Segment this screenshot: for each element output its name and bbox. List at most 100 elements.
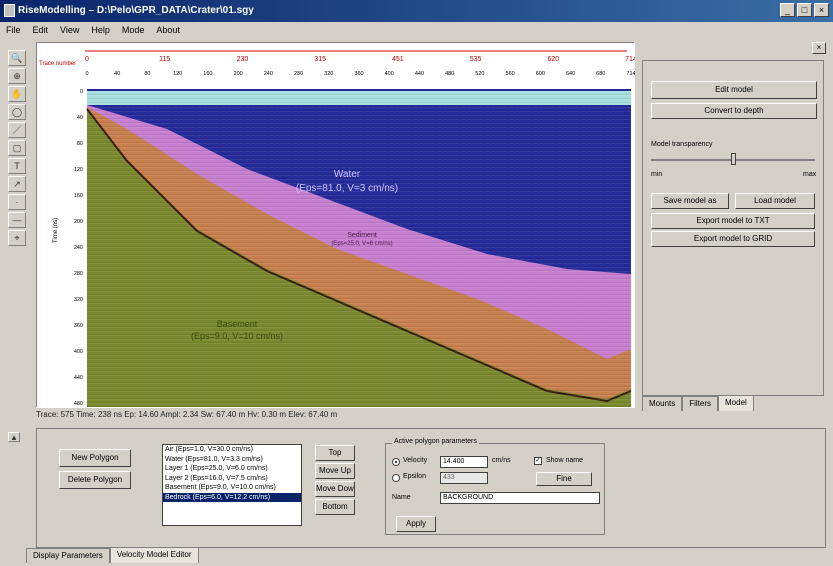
pan-icon[interactable]: ✋ — [8, 86, 26, 102]
left-tick-label: 0 — [80, 89, 83, 95]
left-tick-label: 240 — [74, 245, 83, 251]
window-title: RiseModelling – D:\Pelo\GPR_DATA\Crater\… — [18, 5, 254, 16]
top-minor-tick-label: 160 — [203, 71, 212, 77]
right-tabs: Mounts Filters Model — [642, 395, 754, 412]
left-tick-label: 480 — [74, 401, 83, 407]
left-tick-label: 120 — [74, 167, 83, 173]
point-tool-icon[interactable]: · — [8, 194, 26, 210]
list-item-selected[interactable]: Bedrock (Eps=6.0, V=12.2 cm/ns) — [163, 492, 301, 502]
collapse-icon[interactable]: ▴ — [8, 432, 20, 442]
right-panel: × Edit model Convert to depth Model tran… — [638, 42, 828, 412]
menu-about[interactable]: About — [156, 25, 180, 35]
top-minor-tick-label: 120 — [173, 71, 182, 77]
menu-mode[interactable]: Mode — [121, 25, 145, 35]
top-minor-tick-label: 0 — [85, 71, 88, 77]
left-tick-label: 200 — [74, 219, 83, 225]
epsilon-radio[interactable] — [392, 474, 400, 482]
model-plot[interactable]: 0 115 230 315 451 535 620 714 0 40 80 120 160 200 240… — [37, 43, 635, 408]
zoom-in-icon[interactable]: ⊕ — [8, 68, 26, 84]
line-tool-icon[interactable]: ／ — [8, 122, 26, 138]
fine-button[interactable]: Fine — [536, 472, 592, 486]
top-minor-tick-label: 560 — [506, 71, 515, 77]
velocity-radio[interactable] — [392, 458, 400, 466]
sediment-label: Sediment — [347, 232, 377, 239]
export-txt-button[interactable]: Export model to TXT — [651, 213, 815, 229]
close-button[interactable]: × — [814, 3, 829, 17]
list-item[interactable]: Air (Eps=1.0, V=30.0 cm/ns) — [165, 446, 253, 453]
menu-file[interactable]: File — [6, 25, 21, 35]
name-label: Name — [392, 494, 411, 501]
epsilon-field[interactable]: 433 — [440, 472, 488, 484]
top-minor-tick-label: 480 — [445, 71, 454, 77]
top-axis-title: Trace number — [39, 61, 76, 67]
left-tick-label: 80 — [77, 141, 83, 147]
top-button[interactable]: Top — [315, 445, 355, 461]
export-grid-button[interactable]: Export model to GRID — [651, 231, 815, 247]
text-tool-icon[interactable]: T — [8, 158, 26, 174]
top-major-tick-label: 620 — [547, 56, 559, 63]
polygon-list[interactable]: Air (Eps=1.0, V=30.0 cm/ns) Water (Eps=8… — [162, 444, 302, 526]
tab-model[interactable]: Model — [718, 395, 754, 411]
tab-filters[interactable]: Filters — [682, 396, 719, 411]
velocity-unit: cm/ns — [492, 457, 511, 464]
pointer-tool-icon[interactable]: ↗ — [8, 176, 26, 192]
crosshair-tool-icon[interactable]: ⌖ — [8, 230, 26, 246]
top-minor-tick-label: 200 — [234, 71, 243, 77]
load-model-button[interactable]: Load model — [735, 193, 815, 209]
list-item[interactable]: Basement (Eps=9.0, V=10.0 cm/ns) — [165, 484, 276, 491]
zoom-icon[interactable]: 🔍 — [8, 50, 26, 66]
delete-polygon-button[interactable]: Delete Polygon — [59, 471, 131, 489]
water-desc: (Eps=81.0, V=3 cm/ns) — [296, 183, 398, 194]
tab-mounts[interactable]: Mounts — [642, 396, 683, 411]
radargram-panel[interactable]: 0 115 230 315 451 535 620 714 0 40 80 120 160 200 240… — [36, 42, 635, 408]
left-tick-label: 160 — [74, 193, 83, 199]
ellipse-tool-icon[interactable]: ◯ — [8, 104, 26, 120]
top-minor-tick-label: 280 — [294, 71, 303, 77]
menu-view[interactable]: View — [60, 25, 80, 35]
convert-depth-button[interactable]: Convert to depth — [651, 103, 817, 119]
bottom-button[interactable]: Bottom — [315, 499, 355, 515]
move-up-button[interactable]: Move Up — [315, 463, 355, 479]
list-item[interactable]: Layer 1 (Eps=25.0, V=6.0 cm/ns) — [165, 465, 268, 472]
maximize-button[interactable]: □ — [797, 3, 812, 17]
name-field[interactable]: BACKGROUND — [440, 492, 600, 504]
top-minor-tick-label: 640 — [566, 71, 575, 77]
rect-tool-icon[interactable]: ▢ — [8, 140, 26, 156]
group-title: Active polygon parameters — [392, 438, 479, 445]
top-minor-tick-label: 80 — [144, 71, 150, 77]
top-major-tick-label: 451 — [392, 56, 404, 63]
left-tick-label: 440 — [74, 375, 83, 381]
hline-tool-icon[interactable]: — — [8, 212, 26, 228]
show-name-checkbox[interactable]: ✓ — [534, 457, 542, 465]
splitter-handle[interactable]: ▴ — [8, 430, 22, 470]
edit-model-button[interactable]: Edit model — [651, 81, 817, 99]
top-minor-tick-label: 714 — [626, 71, 635, 77]
active-polygon-group: Active polygon parameters Velocity 14.40… — [385, 438, 605, 535]
app-icon — [4, 4, 15, 17]
top-major-tick-label: 230 — [237, 56, 249, 63]
bottom-tabs: Display Parameters Velocity Model Editor — [26, 547, 199, 564]
top-minor-tick-label: 440 — [415, 71, 424, 77]
top-minor-tick-label: 680 — [596, 71, 605, 77]
velocity-editor-panel: New Polygon Delete Polygon Air (Eps=1.0,… — [36, 428, 826, 548]
top-major-tick-label: 0 — [85, 56, 89, 63]
top-minor-tick-label: 40 — [114, 71, 120, 77]
basement-label: Basement — [217, 319, 258, 329]
save-model-button[interactable]: Save model as — [651, 193, 729, 209]
minimize-button[interactable]: _ — [780, 3, 795, 17]
top-minor-tick-label: 520 — [475, 71, 484, 77]
list-item[interactable]: Layer 2 (Eps=16.0, V=7.5 cm/ns) — [165, 474, 268, 482]
left-tick-label: 400 — [74, 349, 83, 355]
new-polygon-button[interactable]: New Polygon — [59, 449, 131, 467]
tab-display-parameters[interactable]: Display Parameters — [26, 548, 110, 563]
panel-close-button[interactable]: × — [812, 42, 826, 54]
menu-edit[interactable]: Edit — [32, 25, 49, 35]
apply-button[interactable]: Apply — [396, 516, 436, 532]
menu-help[interactable]: Help — [91, 25, 110, 35]
move-down-button[interactable]: Move Down — [315, 481, 355, 497]
left-tick-label: 40 — [77, 115, 83, 121]
list-item[interactable]: Water (Eps=81.0, V=3.3 cm/ns) — [165, 455, 263, 463]
tab-velocity-model-editor[interactable]: Velocity Model Editor — [109, 547, 199, 563]
velocity-field[interactable]: 14.400 — [440, 456, 488, 468]
transparency-thumb[interactable] — [731, 153, 736, 165]
